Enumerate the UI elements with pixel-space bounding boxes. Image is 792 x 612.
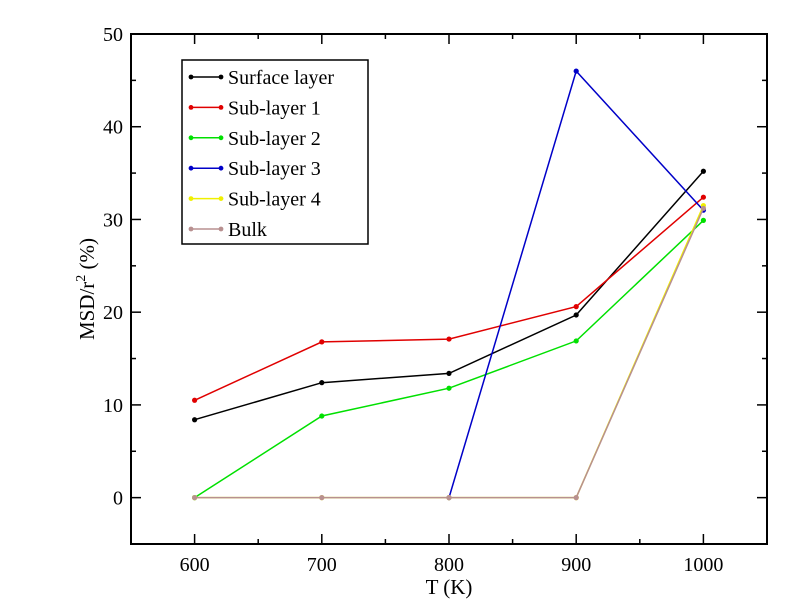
data-point <box>573 338 579 344</box>
legend-entry: Sub-layer 2 <box>188 128 321 150</box>
legend-swatch-marker <box>188 196 194 202</box>
data-point <box>700 217 707 223</box>
legend-entry: Surface layer <box>188 67 334 89</box>
y-tick-label: 40 <box>103 117 123 139</box>
legend-swatch-marker <box>188 135 194 141</box>
axes: 600 700 800 900 1000 0 10 20 30 40 50 <box>103 24 768 576</box>
legend-label: Sub-layer 3 <box>228 158 321 180</box>
legend-swatch-marker <box>188 226 194 232</box>
data-point <box>192 397 198 403</box>
series-line <box>448 69 704 498</box>
y-axis-title-unit: (%) <box>75 238 99 275</box>
y-axis-title: MSD/r2 (%) <box>74 238 99 340</box>
x-tick-label: 800 <box>434 554 464 576</box>
series <box>192 168 707 423</box>
data-point <box>446 385 452 391</box>
data-point <box>319 380 325 386</box>
series <box>192 202 707 501</box>
y-tick-label: 0 <box>113 488 123 510</box>
legend-entry: Sub-layer 3 <box>188 158 321 180</box>
legend-swatch-marker <box>218 226 224 232</box>
legend-label: Sub-layer 2 <box>228 128 321 150</box>
series-line <box>194 205 705 499</box>
legend-box <box>181 59 369 245</box>
data-point <box>192 417 198 423</box>
legend-label: Sub-layer 4 <box>228 189 321 211</box>
data-point <box>573 304 579 310</box>
data-point <box>573 495 579 501</box>
legend-items: Surface layer Sub-layer 1 Sub-layer 2 Sub-l… <box>188 67 334 241</box>
legend-swatch-marker <box>218 135 224 141</box>
y-tick-label: 10 <box>103 395 123 417</box>
legend-swatch-marker <box>218 165 224 171</box>
series <box>192 217 707 501</box>
legend: Surface layer Sub-layer 1 Sub-layer 2 Sub-l… <box>181 59 369 245</box>
x-tick-label: 700 <box>307 554 337 576</box>
x-tick-label: 600 <box>180 554 210 576</box>
legend-entry: Sub-layer 4 <box>188 189 321 211</box>
y-axis-title-main: MSD/r <box>75 282 99 340</box>
data-point <box>573 312 579 318</box>
legend-entry: Bulk <box>188 219 267 241</box>
legend-swatch-marker <box>188 74 194 80</box>
legend-swatch-marker <box>188 165 194 171</box>
legend-label: Surface layer <box>228 67 334 89</box>
x-tick-label: 1000 <box>683 554 723 576</box>
y-tick-label: 50 <box>103 24 123 46</box>
data-point <box>446 336 452 342</box>
x-axis-title: T (K) <box>426 575 473 599</box>
series-line <box>194 207 705 499</box>
series-layer <box>192 68 707 501</box>
data-point <box>700 194 707 200</box>
y-tick-label: 30 <box>103 209 123 231</box>
series <box>446 68 707 501</box>
legend-swatch-marker <box>218 196 224 202</box>
legend-label: Bulk <box>228 219 267 241</box>
data-point <box>700 168 707 174</box>
data-point <box>700 205 707 211</box>
data-point <box>319 413 325 419</box>
series <box>192 194 707 403</box>
y-tick-label: 20 <box>103 302 123 324</box>
legend-entry: Sub-layer 1 <box>188 97 321 119</box>
data-point <box>573 68 579 74</box>
legend-label: Sub-layer 1 <box>228 97 321 119</box>
x-tick-label: 900 <box>561 554 591 576</box>
data-point <box>446 495 452 501</box>
y-axis-title-superscript: 2 <box>74 275 89 282</box>
legend-swatch-marker <box>218 74 224 80</box>
legend-swatch-marker <box>218 105 224 110</box>
data-point <box>319 339 325 345</box>
legend-swatch-marker <box>188 105 194 110</box>
data-point <box>446 370 452 376</box>
series <box>192 205 707 501</box>
data-point <box>192 495 198 501</box>
data-point <box>319 495 325 501</box>
